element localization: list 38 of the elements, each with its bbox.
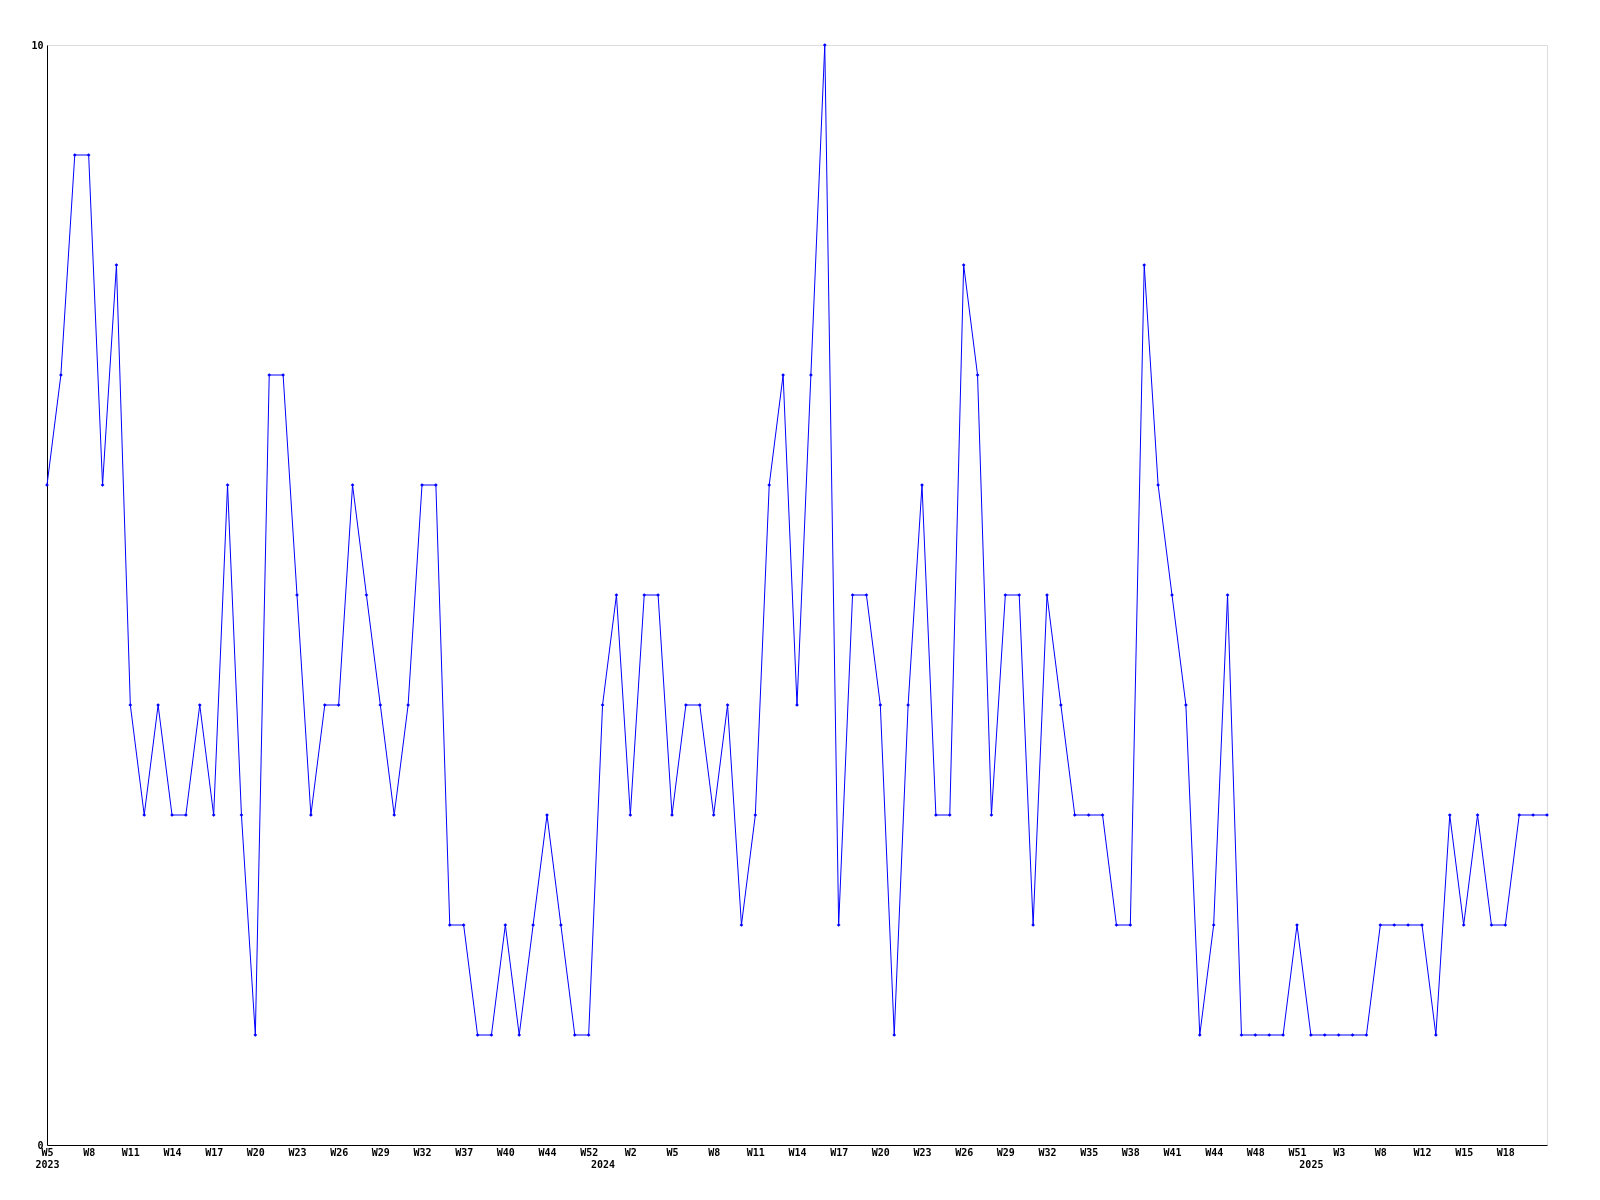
x-tick-label: W37 <box>455 1146 474 1158</box>
x-tick-label: W8 <box>83 1146 96 1158</box>
x-tick-label: W8 <box>708 1146 721 1158</box>
x-tick-label: W17 <box>830 1146 849 1158</box>
x-tick-label: W14 <box>788 1146 807 1158</box>
x-tick-label: W12 <box>1413 1146 1432 1158</box>
x-tick-label: W17 <box>205 1146 224 1158</box>
x-tick-label: W26 <box>955 1146 974 1158</box>
x-tick-label: W11 <box>746 1146 765 1158</box>
x-tick-label: W44 <box>538 1146 557 1158</box>
x-tick-label: W8 <box>1374 1146 1387 1158</box>
x-tick-label: W14 <box>163 1146 182 1158</box>
x-tick-label: W20 <box>246 1146 265 1158</box>
x-tick-label: W23 <box>913 1146 932 1158</box>
x-tick-label: W18 <box>1496 1146 1515 1158</box>
x-tick-label: W2 <box>624 1146 637 1158</box>
x-tick-label: 2024 <box>591 1158 616 1170</box>
x-tick-label: W35 <box>1080 1146 1099 1158</box>
x-tick-label: W26 <box>330 1146 349 1158</box>
x-tick-label: W23 <box>288 1146 307 1158</box>
x-tick-label: W32 <box>413 1146 432 1158</box>
x-tick-label: W15 <box>1455 1146 1474 1158</box>
x-tick-label: W29 <box>371 1146 390 1158</box>
x-tick-label: W40 <box>496 1146 515 1158</box>
x-tick-label: W52 <box>580 1146 599 1158</box>
x-tick-label: W41 <box>1163 1146 1182 1158</box>
x-tick-label: W5 <box>666 1146 679 1158</box>
x-tick-label: W3 <box>1333 1146 1346 1158</box>
x-tick-label: W20 <box>871 1146 890 1158</box>
x-tick-label: W32 <box>1038 1146 1057 1158</box>
y-tick-label: 10 <box>31 39 44 51</box>
x-tick-label: W38 <box>1121 1146 1140 1158</box>
x-tick-label: W51 <box>1288 1146 1307 1158</box>
x-tick-label: W48 <box>1246 1146 1265 1158</box>
x-tick-label: W44 <box>1205 1146 1224 1158</box>
x-tick-label: W11 <box>121 1146 140 1158</box>
x-tick-label: W29 <box>996 1146 1015 1158</box>
x-tick-label: 2025 <box>1299 1158 1324 1170</box>
